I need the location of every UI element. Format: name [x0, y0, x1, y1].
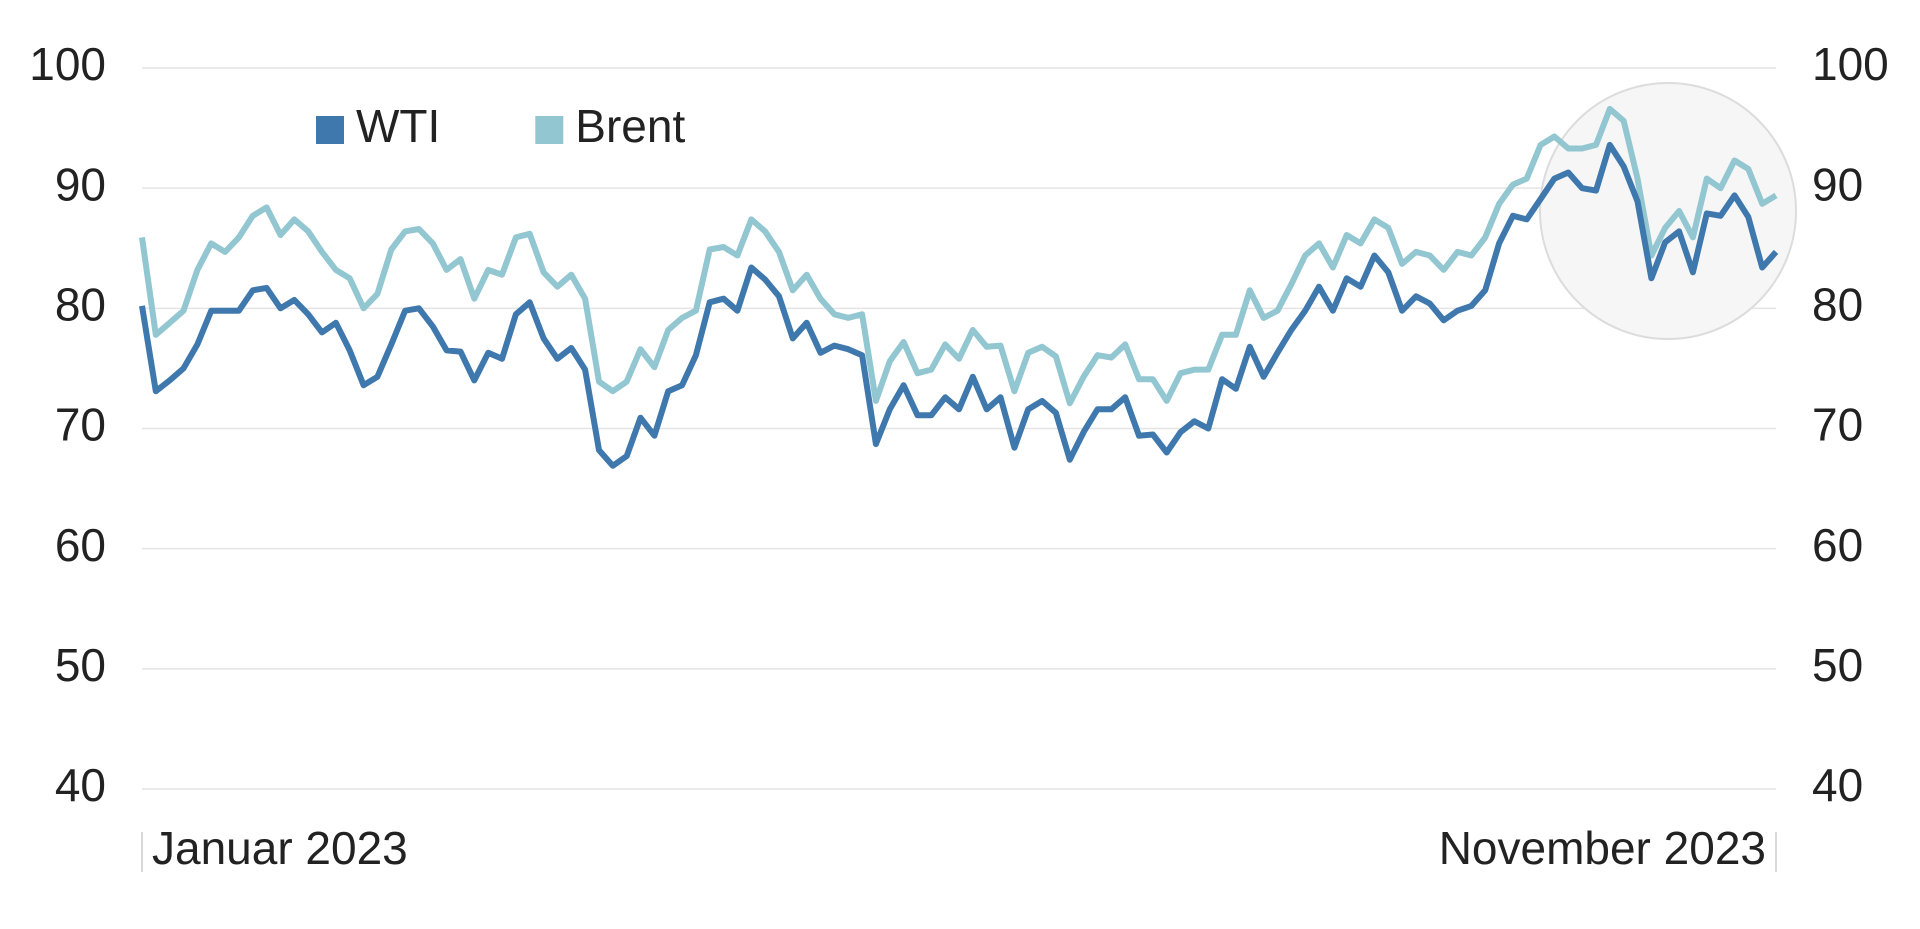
- line-0: [139, 141, 1779, 469]
- y-tick-label: 90: [55, 158, 106, 210]
- x-tick-label: November 2023: [1439, 822, 1766, 874]
- y-tick-label: 80: [55, 278, 106, 330]
- y-tick-label: 50: [55, 639, 106, 691]
- y-tick-label: 60: [55, 519, 106, 571]
- legend-label: WTI: [356, 100, 440, 152]
- y2-tick-label: 60: [1812, 519, 1863, 571]
- legend-swatch: [535, 116, 564, 144]
- y2-tick-label: 70: [1812, 399, 1863, 451]
- y-tick-label: 40: [55, 759, 106, 811]
- y2-tick-label: 40: [1812, 759, 1863, 811]
- y-tick-label: 100: [29, 38, 106, 90]
- legend-label: Brent: [575, 100, 685, 152]
- legend-swatch: [316, 116, 344, 144]
- y-tick-label: 70: [55, 399, 106, 451]
- y2-tick-label: 90: [1812, 158, 1863, 210]
- y2-tick-label: 80: [1812, 278, 1863, 330]
- line-1: [139, 105, 1778, 407]
- highlight-circle: [1539, 82, 1797, 340]
- y2-tick-label: 50: [1812, 639, 1863, 691]
- y2-tick-label: 100: [1812, 38, 1889, 90]
- x-tick-label: Januar 2023: [152, 822, 408, 874]
